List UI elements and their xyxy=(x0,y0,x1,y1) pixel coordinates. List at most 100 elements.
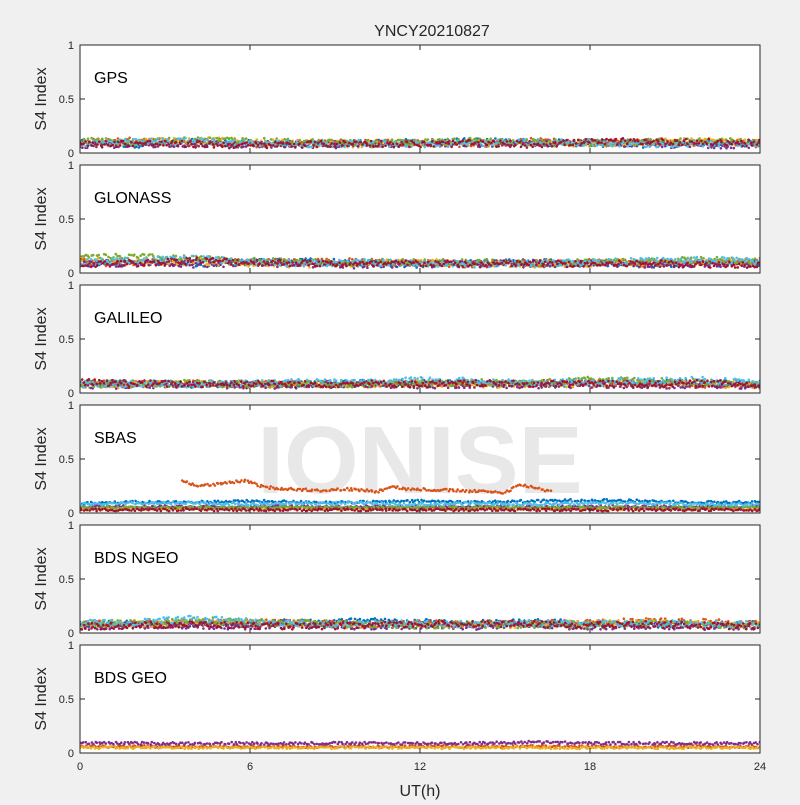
data-point xyxy=(549,261,552,264)
data-point xyxy=(206,266,209,269)
data-point xyxy=(519,261,522,264)
data-point xyxy=(322,260,325,263)
data-point xyxy=(600,141,603,144)
data-point xyxy=(327,145,330,148)
data-point xyxy=(638,266,641,269)
data-point xyxy=(750,142,753,145)
data-point xyxy=(124,143,127,146)
data-point xyxy=(179,137,182,140)
data-point xyxy=(111,140,114,143)
data-point xyxy=(199,259,202,262)
data-point xyxy=(720,141,723,144)
data-point xyxy=(132,138,135,141)
data-point xyxy=(113,141,116,144)
data-point xyxy=(554,142,557,145)
data-point xyxy=(215,259,218,262)
data-point xyxy=(687,257,690,260)
data-point xyxy=(204,265,207,268)
data-point xyxy=(592,145,595,148)
data-point xyxy=(227,143,230,146)
data-point xyxy=(328,138,331,141)
data-point xyxy=(148,264,151,267)
data-point xyxy=(582,265,585,268)
data-point xyxy=(651,259,654,262)
data-point xyxy=(423,141,426,144)
data-point xyxy=(422,264,425,267)
data-point xyxy=(300,262,303,265)
data-point xyxy=(427,138,430,141)
data-point xyxy=(366,139,369,142)
data-point xyxy=(389,141,392,144)
data-point xyxy=(96,140,99,143)
data-point xyxy=(270,138,273,141)
data-point xyxy=(351,140,354,143)
data-point xyxy=(754,257,757,260)
data-point xyxy=(723,257,726,260)
data-point xyxy=(268,264,271,267)
data-point xyxy=(563,144,566,147)
data-point xyxy=(119,144,122,147)
data-point xyxy=(309,260,312,263)
data-point xyxy=(412,262,415,265)
data-point xyxy=(157,256,160,259)
data-point xyxy=(558,260,561,263)
data-point xyxy=(185,145,188,148)
data-point xyxy=(346,145,349,148)
data-point xyxy=(738,259,741,262)
data-point xyxy=(447,145,450,148)
data-point xyxy=(180,260,183,263)
data-point xyxy=(81,146,84,149)
data-point xyxy=(514,144,517,147)
data-point xyxy=(516,260,519,263)
data-point xyxy=(353,267,356,270)
data-point xyxy=(148,253,151,256)
data-point xyxy=(676,139,679,142)
data-point xyxy=(507,144,510,147)
data-point xyxy=(159,143,162,146)
data-point xyxy=(549,265,552,268)
data-point xyxy=(674,258,677,261)
data-point xyxy=(431,259,434,262)
data-point xyxy=(194,143,197,146)
data-point xyxy=(751,144,754,147)
data-point xyxy=(228,138,231,141)
data-point xyxy=(173,258,176,261)
data-point xyxy=(135,263,138,266)
data-point xyxy=(139,262,142,265)
data-point xyxy=(139,259,142,262)
data-point xyxy=(189,140,192,143)
data-point xyxy=(619,140,622,143)
data-point xyxy=(562,139,565,142)
data-point xyxy=(621,142,624,145)
data-point xyxy=(748,147,751,150)
data-point xyxy=(213,146,216,149)
data-point xyxy=(596,139,599,142)
data-point xyxy=(179,143,182,146)
data-point xyxy=(522,266,525,269)
data-point xyxy=(96,138,99,141)
data-point xyxy=(266,147,269,150)
data-point xyxy=(484,265,487,268)
data-point xyxy=(690,256,693,259)
data-point xyxy=(473,266,476,269)
data-point xyxy=(107,256,110,259)
data-point xyxy=(657,146,660,149)
data-point xyxy=(458,266,461,269)
data-point xyxy=(274,141,277,144)
data-point xyxy=(257,144,260,147)
data-point xyxy=(598,259,601,262)
data-point xyxy=(588,141,591,144)
data-point xyxy=(402,143,405,146)
data-point xyxy=(427,261,430,264)
data-point xyxy=(533,139,536,142)
data-point xyxy=(647,138,650,141)
data-point xyxy=(744,260,747,263)
data-point xyxy=(467,265,470,268)
data-point xyxy=(253,263,256,266)
data-point xyxy=(573,140,576,143)
data-point xyxy=(510,144,513,147)
data-point xyxy=(230,140,233,143)
data-point xyxy=(615,138,618,141)
